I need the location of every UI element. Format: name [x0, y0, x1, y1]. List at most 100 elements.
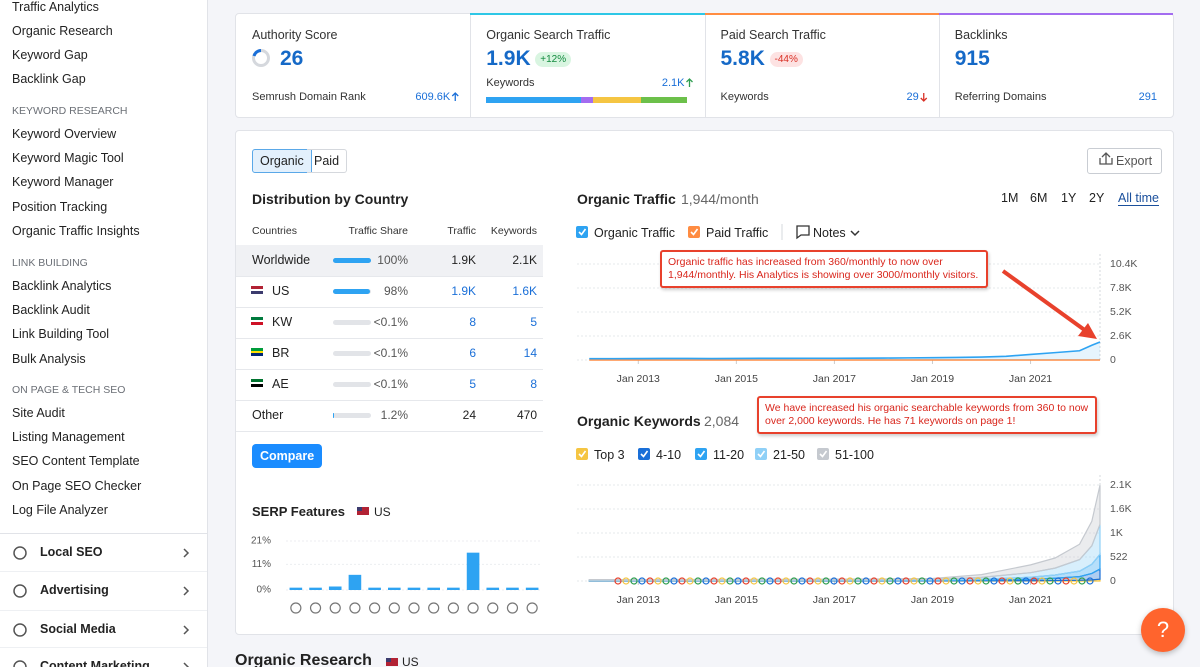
separator: [0, 610, 207, 611]
row-divider: [236, 338, 543, 339]
card-value: 915: [954, 47, 990, 70]
nav-item[interactable]: Organic Traffic Insights: [12, 224, 140, 238]
share-label: <0.1%: [373, 315, 408, 329]
tab[interactable]: Paid: [307, 149, 348, 173]
traffic: 24: [462, 408, 476, 422]
nav-item[interactable]: Backlink Gap: [12, 72, 86, 86]
nav-item[interactable]: Organic Research: [12, 24, 113, 38]
nav-section-title: KEYWORD RESEARCH: [12, 105, 128, 117]
card-divider: [938, 14, 940, 117]
share-track: [333, 320, 371, 325]
chart-title: Organic Traffic: [577, 191, 676, 207]
nav-item[interactable]: Listing Management: [12, 430, 125, 444]
row-divider: [236, 276, 543, 277]
nav-item[interactable]: Keyword Manager: [12, 175, 114, 189]
country-name: KW: [272, 315, 293, 329]
share-track: [333, 382, 371, 387]
country-name: BR: [272, 346, 290, 360]
nav-item[interactable]: Log File Analyzer: [12, 503, 108, 517]
card-title: Backlinks: [954, 28, 1008, 42]
share-fill: [333, 289, 371, 294]
chart-country: US: [374, 505, 391, 519]
nav-item[interactable]: On Page SEO Checker: [12, 479, 142, 493]
annotation: Organic traffic has increased from 360/m…: [660, 250, 988, 288]
keywords: 2.1K: [512, 253, 537, 267]
card-value: 5.8K: [720, 47, 765, 70]
nav-group[interactable]: Local SEO: [40, 545, 103, 559]
annotation: We have increased his organic searchable…: [757, 396, 1097, 434]
nav-item[interactable]: Bulk Analysis: [12, 352, 86, 366]
row-divider: [236, 431, 543, 432]
row-divider: [236, 307, 543, 308]
tab[interactable]: Organic: [252, 149, 312, 173]
card-divider: [704, 14, 706, 117]
legend-label[interactable]: 4-10: [656, 448, 682, 462]
column-header: Keywords: [490, 225, 537, 237]
main-panel: Organic Paid Export Distribution by Country…: [235, 130, 1174, 635]
legend-label[interactable]: 11-20: [713, 448, 745, 462]
legend-label[interactable]: Top 3: [594, 448, 625, 462]
legend-label[interactable]: 51-100: [835, 448, 874, 462]
row-highlight: [236, 245, 543, 276]
compare-button[interactable]: Compare: [252, 444, 323, 468]
legend-label[interactable]: Organic Traffic: [594, 226, 676, 240]
share-fill: [333, 258, 371, 263]
card-title: Organic Search Traffic: [486, 28, 611, 42]
nav-item[interactable]: Site Audit: [12, 406, 65, 420]
card-accent: [470, 13, 705, 15]
card-accent: [704, 13, 939, 15]
traffic[interactable]: 6: [469, 346, 476, 360]
column-header: Countries: [252, 225, 297, 237]
separator: [0, 571, 207, 572]
keywords[interactable]: 5: [530, 315, 537, 329]
nav-item[interactable]: SEO Content Template: [12, 454, 140, 468]
card-title: Paid Search Traffic: [720, 28, 826, 42]
chart-title: SERP Features: [252, 504, 345, 519]
nav-item[interactable]: Link Building Tool: [12, 327, 110, 341]
card-label: Semrush Domain Rank: [252, 91, 366, 103]
nav-item[interactable]: Keyword Magic Tool: [12, 151, 124, 165]
keywords[interactable]: 1.6K: [512, 284, 537, 298]
nav-group[interactable]: Advertising: [40, 583, 109, 597]
nav-item[interactable]: Backlink Audit: [12, 303, 90, 317]
nav-item[interactable]: Traffic Analytics: [12, 0, 99, 14]
nav-group[interactable]: Social Media: [40, 622, 116, 636]
legend-label[interactable]: Paid Traffic: [706, 226, 769, 240]
country-name: Worldwide: [252, 253, 311, 267]
keywords[interactable]: 8: [530, 377, 537, 391]
separator: [0, 647, 207, 648]
chart-subtitle: 2,084: [704, 413, 740, 429]
section-title: Organic Research: [235, 652, 372, 667]
nav-item[interactable]: Keyword Gap: [12, 48, 88, 62]
notes-button[interactable]: Notes: [813, 226, 846, 240]
card-value: 26: [280, 47, 304, 70]
traffic[interactable]: 1.9K: [451, 284, 476, 298]
nav-item[interactable]: Position Tracking: [12, 200, 108, 214]
keywords[interactable]: 14: [523, 346, 537, 360]
nav-item[interactable]: Keyword Overview: [12, 127, 117, 141]
flag: [386, 658, 398, 666]
legend-label[interactable]: 21-50: [773, 448, 805, 462]
nav-item[interactable]: Backlink Analytics: [12, 279, 112, 293]
flag: [386, 658, 391, 662]
nav-section-title: ON PAGE & TECH SEO: [12, 384, 126, 396]
traffic[interactable]: 5: [469, 377, 476, 391]
traffic[interactable]: 8: [469, 315, 476, 329]
nav-group[interactable]: Content Marketing: [40, 659, 150, 667]
export-button[interactable]: Export: [1087, 148, 1163, 174]
period-button[interactable]: 6M: [1030, 191, 1048, 205]
card-label-value: 29: [906, 91, 919, 103]
period-button[interactable]: 2Y: [1089, 191, 1105, 205]
card-label-value: 609.6K: [415, 91, 451, 103]
column-header: Traffic: [447, 225, 476, 237]
table-title: Distribution by Country: [252, 191, 409, 207]
sidebar: Traffic Analytics Organic Research Keyword…: [0, 0, 208, 667]
nav-section-title: LINK BUILDING: [12, 257, 88, 269]
share-label: 100%: [377, 253, 408, 267]
period-button[interactable]: 1M: [1001, 191, 1019, 205]
period-button[interactable]: 1Y: [1061, 191, 1077, 205]
help-button[interactable]: ?: [1141, 608, 1185, 652]
keywords: 470: [516, 408, 537, 422]
period-button[interactable]: All time: [1118, 191, 1159, 206]
